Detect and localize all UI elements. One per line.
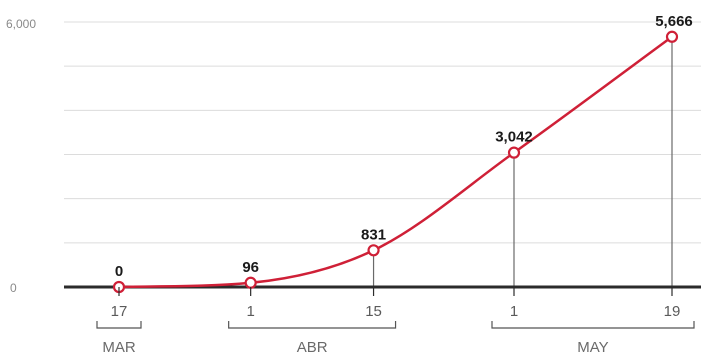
data-point: [244, 276, 257, 289]
series-line: [117, 35, 674, 289]
x-tick-label: 19: [664, 303, 681, 320]
x-tick-label: 1: [246, 303, 254, 320]
data-point: [665, 30, 679, 43]
month-label: MAY: [577, 339, 608, 356]
month-label: MAR: [102, 339, 136, 356]
y-tick-label-top: 6,000: [6, 17, 36, 31]
month-label: ABR: [297, 339, 328, 356]
data-labels: 0 96 831 3,042 5,666: [115, 13, 693, 280]
data-label: 5,666: [655, 13, 693, 30]
month-bracket: [491, 321, 695, 329]
month-bracket: [228, 321, 397, 329]
grid-lines: [64, 21, 701, 244]
x-tick-label: 15: [365, 303, 382, 320]
data-label: 96: [242, 259, 259, 276]
drop-lines: [250, 36, 673, 287]
data-label: 3,042: [495, 129, 533, 146]
y-tick-label-bottom: 0: [10, 281, 17, 295]
data-label: 831: [361, 226, 386, 243]
data-point: [507, 146, 521, 159]
data-label: 0: [115, 263, 123, 280]
data-points: [112, 30, 679, 294]
month-bracket: [96, 321, 142, 329]
y-axis: 6,000 0: [6, 17, 36, 295]
data-point: [367, 244, 380, 257]
x-tick-label: 17: [111, 303, 128, 320]
x-axis: 17 1 15 1 19: [111, 287, 681, 320]
x-tick-label: 1: [510, 303, 518, 320]
month-groups: MAR ABR MAY: [96, 321, 695, 356]
